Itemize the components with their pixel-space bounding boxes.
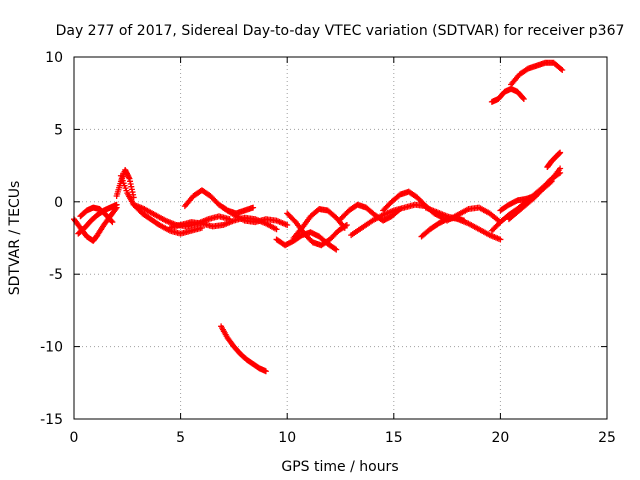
data-points [71, 59, 566, 375]
data-point [333, 246, 340, 253]
data-point [341, 224, 348, 231]
series-trace-22 [505, 178, 555, 223]
y-tick-labels: -15 -10 -5 0 5 10 [40, 50, 63, 428]
series-trace-24 [488, 85, 527, 105]
data-point [284, 221, 291, 228]
series-trace-11 [273, 229, 340, 253]
grid [74, 57, 607, 419]
series-trace-21 [497, 165, 564, 214]
x-tick-label: 15 [385, 430, 403, 446]
series-trace-2 [77, 204, 116, 226]
y-tick-label: 0 [54, 195, 63, 211]
x-tick-label: 0 [70, 430, 79, 446]
data-point [519, 94, 526, 101]
data-point [497, 236, 504, 243]
data-point [250, 204, 257, 211]
data-point [113, 201, 120, 208]
data-point [559, 67, 566, 74]
series-trace-25 [508, 59, 566, 88]
data-point [273, 226, 280, 233]
series-trace-7 [181, 187, 257, 217]
x-tick-label: 10 [278, 430, 296, 446]
data-point [332, 245, 339, 252]
x-axis-title: GPS time / hours [281, 459, 398, 475]
y-tick-label: -10 [40, 340, 63, 356]
y-tick-label: 5 [54, 122, 63, 138]
series-trace-23 [544, 149, 564, 171]
x-tick-label: 5 [176, 430, 185, 446]
axis-ticks [73, 56, 608, 420]
series-trace-12 [284, 210, 350, 249]
chart-title: Day 277 of 2017, Sidereal Day-to-day VTE… [56, 23, 625, 39]
series-trace-18 [418, 214, 468, 240]
data-point [262, 368, 269, 375]
data-point [461, 217, 468, 224]
data-point [109, 219, 116, 226]
x-tick-label: 25 [598, 430, 616, 446]
series-trace-19 [444, 204, 504, 226]
data-point [558, 65, 565, 72]
x-tick-label: 20 [491, 430, 509, 446]
plot-frame [73, 56, 608, 420]
y-tick-label: -15 [40, 412, 63, 428]
data-point [557, 149, 564, 156]
data-point [548, 178, 555, 185]
series-trace-10 [220, 204, 291, 228]
series-trace-9 [218, 323, 269, 375]
y-axis-title: SDTVAR / TECUs [7, 181, 23, 296]
data-point [108, 218, 115, 225]
data-point [557, 165, 564, 172]
x-tick-labels: 0 5 10 15 20 25 [70, 430, 616, 446]
y-tick-label: 10 [45, 50, 63, 66]
series-trace-3 [75, 201, 120, 237]
y-tick-label: -5 [49, 267, 63, 283]
data-point [547, 179, 554, 186]
data-point [520, 95, 527, 102]
